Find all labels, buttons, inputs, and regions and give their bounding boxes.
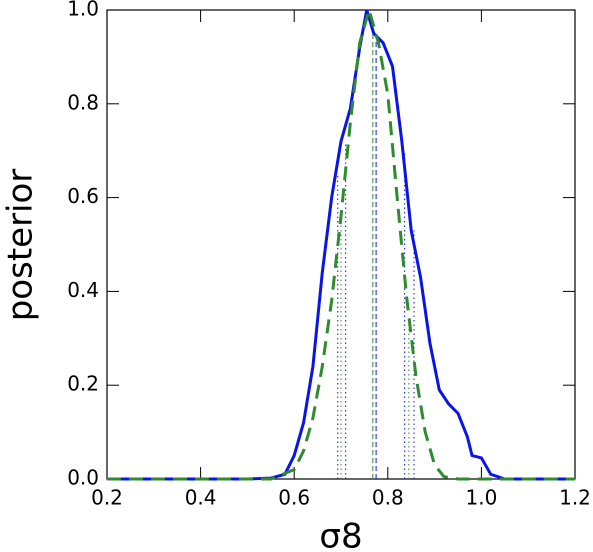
x-axis-label: σ8	[319, 517, 362, 552]
y-tick-label: 1.0	[67, 0, 99, 21]
y-axis-label: posterior	[1, 169, 41, 322]
x-tick-label: 1.0	[465, 486, 497, 510]
y-tick-label: 0.2	[67, 372, 99, 396]
x-tick-label: 0.4	[185, 486, 217, 510]
y-tick-label: 0.8	[67, 90, 99, 114]
x-tick-label: 0.2	[91, 486, 123, 510]
y-tick-label: 0.6	[67, 184, 99, 208]
series-line	[107, 4, 575, 481]
y-tick-label: 0.0	[67, 466, 99, 490]
x-tick-label: 0.6	[278, 486, 310, 510]
x-tick-label: 1.2	[559, 486, 591, 510]
series-line	[107, 9, 575, 481]
y-tick-label: 0.4	[67, 278, 99, 302]
x-tick-label: 0.8	[372, 486, 404, 510]
